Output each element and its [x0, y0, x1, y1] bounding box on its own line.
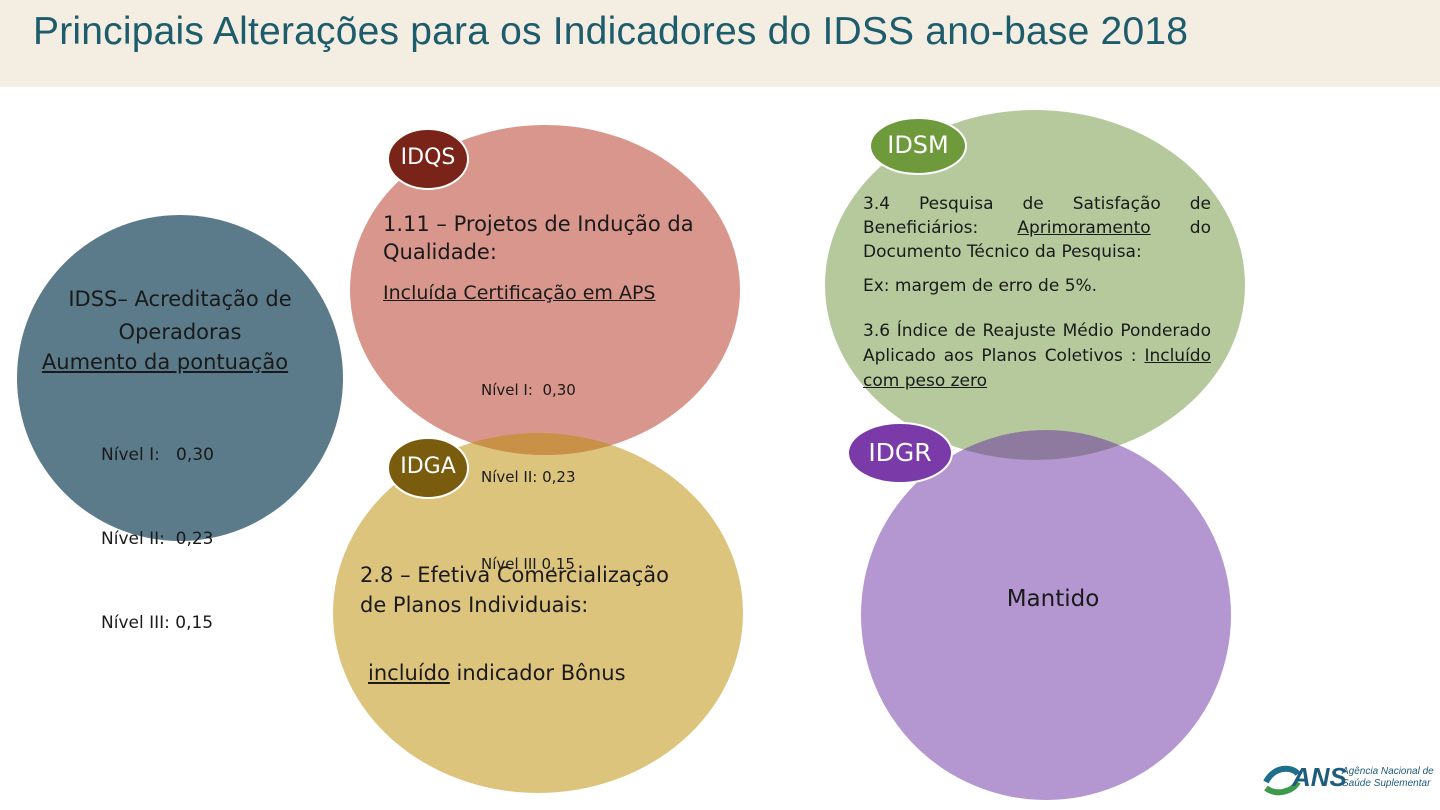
idga-circle — [333, 433, 743, 793]
acreditacao-circle — [17, 215, 343, 541]
idsm-item-1-prefix: 3.4 Pesquisa de Satisfação de Beneficiár… — [863, 194, 1211, 238]
acreditacao-heading: IDSS– Acreditação de Operadoras — [68, 287, 292, 344]
idsm-circle — [825, 110, 1245, 460]
header-bar: Principais Alterações para os Indicadore… — [0, 0, 1440, 87]
acreditacao-levels: Nível I: 0,30 Nível II: 0,23 Nível III: … — [101, 385, 214, 665]
idga-change-rest: indicador Bônus — [449, 661, 626, 685]
idgr-status: Mantido — [1006, 586, 1100, 612]
idqs-circle — [350, 125, 740, 455]
idga-heading: 2.8 – Efetiva Comercialização de Planos … — [360, 563, 670, 617]
idqs-badge-shape — [387, 128, 469, 190]
idqs-level-3: Nível III 0,15 — [481, 555, 575, 573]
idqs-change: Incluída Certificação em APS — [383, 282, 656, 304]
idqs-levels: Nível I: 0,30 Nível II: 0,23 Nível III 0… — [481, 318, 576, 608]
ans-logo-line2: Saúde Suplementar — [1342, 778, 1431, 789]
idgr-badge-shape — [847, 422, 953, 484]
acreditacao-level-3: Nível III: 0,15 — [101, 613, 214, 633]
idga-badge: IDGA — [400, 454, 456, 479]
idsm-item-2-underlined: Incluído com peso zero — [863, 346, 1211, 391]
idsm-item-2-prefix: 3.6 Índice de Reajuste Médio Ponderado A… — [863, 321, 1211, 366]
acreditacao-level-2: Nível II: 0,23 — [101, 529, 214, 549]
acreditacao-level-1: Nível I: 0,30 — [101, 445, 214, 465]
idqs-badge: IDQS — [400, 145, 456, 170]
idsm-item-1: 3.4 Pesquisa de Satisfação de Beneficiár… — [863, 192, 1211, 264]
idqs-heading: 1.11 – Projetos de Indução da Qualidade: — [383, 212, 694, 264]
ans-logo-line1: Agência Nacional de — [1342, 766, 1434, 777]
idsm-item-2: 3.6 Índice de Reajuste Médio Ponderado A… — [863, 319, 1211, 394]
page-title: Principais Alterações para os Indicadore… — [33, 10, 1189, 53]
ans-logo: ANS Agência Nacional de Saúde Suplementa… — [1262, 760, 1434, 800]
idsm-item-1-underlined: Aprimoramento — [1017, 218, 1151, 238]
idga-badge-shape — [387, 437, 469, 499]
idgr-badge: IDGR — [868, 438, 932, 467]
idsm-example: Ex: margem de erro de 5%. — [863, 276, 1098, 296]
idqs-level-2: Nível II: 0,23 — [481, 468, 576, 486]
idqs-level-1: Nível I: 0,30 — [481, 381, 576, 399]
acreditacao-subheading: Aumento da pontuação — [41, 350, 289, 374]
ans-logo-abbr: ANS — [1292, 762, 1347, 792]
idga-change-underlined: incluído — [368, 661, 450, 685]
idgr-circle — [861, 430, 1231, 800]
ans-logo-mark-icon — [1263, 765, 1301, 796]
idsm-badge: IDSM — [887, 131, 949, 159]
idga-change: incluído indicador Bônus — [368, 661, 626, 685]
idsm-badge-shape — [869, 117, 967, 175]
idsm-item-1-suffix: do Documento Técnico da Pesquisa: — [863, 218, 1211, 262]
